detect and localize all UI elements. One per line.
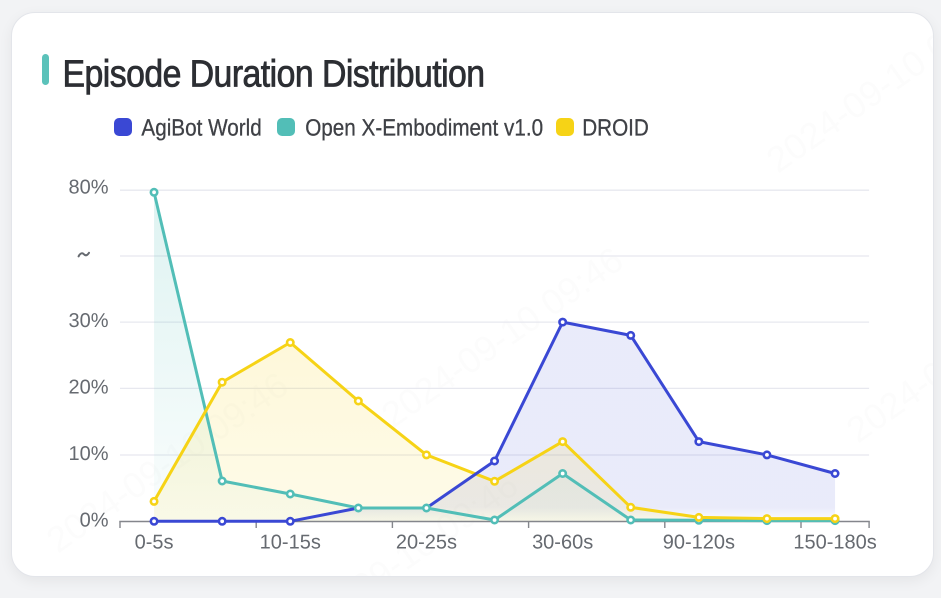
svg-text:150-180s: 150-180s	[793, 532, 876, 554]
svg-text:0%: 0%	[80, 510, 109, 532]
svg-text:10%: 10%	[68, 443, 108, 465]
svg-text:90-120s: 90-120s	[663, 532, 735, 554]
svg-text:DROID: DROID	[582, 114, 649, 140]
svg-text:AgiBot World: AgiBot World	[141, 114, 261, 140]
svg-text:80%: 80%	[68, 177, 108, 199]
svg-text:10-15s: 10-15s	[260, 532, 321, 554]
svg-text:30%: 30%	[68, 310, 108, 332]
svg-text:30-60s: 30-60s	[532, 532, 593, 554]
svg-text:0-5s: 0-5s	[135, 532, 174, 554]
svg-text:Open X-Embodiment v1.0: Open X-Embodiment v1.0	[305, 114, 543, 140]
svg-text:20-25s: 20-25s	[396, 532, 457, 554]
svg-text:Episode Duration Distribution: Episode Duration Distribution	[63, 53, 485, 95]
svg-text:20%: 20%	[68, 376, 108, 398]
